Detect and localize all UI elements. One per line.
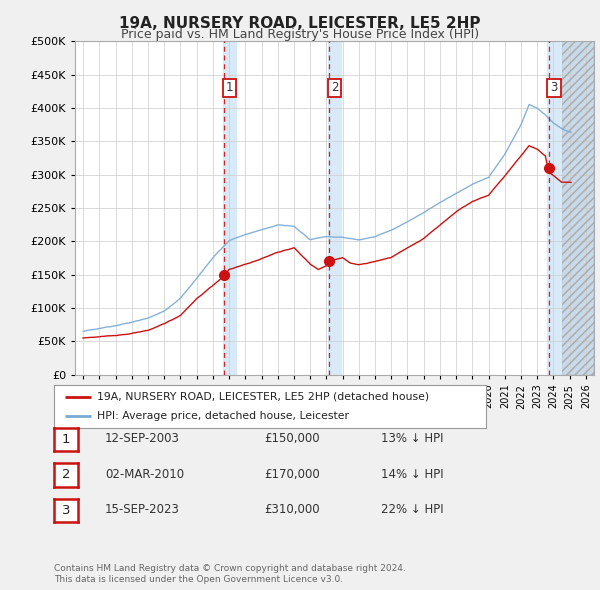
Text: £170,000: £170,000 — [264, 468, 320, 481]
Bar — [328, 41, 341, 375]
Text: Contains HM Land Registry data © Crown copyright and database right 2024.: Contains HM Land Registry data © Crown c… — [54, 565, 406, 573]
Bar — [547, 41, 560, 375]
Text: 1: 1 — [62, 433, 70, 446]
Text: 3: 3 — [550, 81, 558, 94]
Text: £310,000: £310,000 — [264, 503, 320, 516]
Text: £150,000: £150,000 — [264, 432, 320, 445]
Text: 2: 2 — [331, 81, 338, 94]
Text: 13% ↓ HPI: 13% ↓ HPI — [381, 432, 443, 445]
Text: HPI: Average price, detached house, Leicester: HPI: Average price, detached house, Leic… — [97, 411, 349, 421]
Text: 15-SEP-2023: 15-SEP-2023 — [105, 503, 180, 516]
Text: 2: 2 — [62, 468, 70, 481]
Text: 3: 3 — [62, 504, 70, 517]
Text: Price paid vs. HM Land Registry's House Price Index (HPI): Price paid vs. HM Land Registry's House … — [121, 28, 479, 41]
Text: 14% ↓ HPI: 14% ↓ HPI — [381, 468, 443, 481]
Text: 12-SEP-2003: 12-SEP-2003 — [105, 432, 180, 445]
Bar — [223, 41, 236, 375]
Bar — [562, 41, 594, 375]
Text: 19A, NURSERY ROAD, LEICESTER, LE5 2HP: 19A, NURSERY ROAD, LEICESTER, LE5 2HP — [119, 16, 481, 31]
Text: 02-MAR-2010: 02-MAR-2010 — [105, 468, 184, 481]
Text: 1: 1 — [226, 81, 233, 94]
Text: This data is licensed under the Open Government Licence v3.0.: This data is licensed under the Open Gov… — [54, 575, 343, 584]
Bar — [562, 41, 594, 375]
Text: 19A, NURSERY ROAD, LEICESTER, LE5 2HP (detached house): 19A, NURSERY ROAD, LEICESTER, LE5 2HP (d… — [97, 392, 430, 402]
Text: 22% ↓ HPI: 22% ↓ HPI — [381, 503, 443, 516]
